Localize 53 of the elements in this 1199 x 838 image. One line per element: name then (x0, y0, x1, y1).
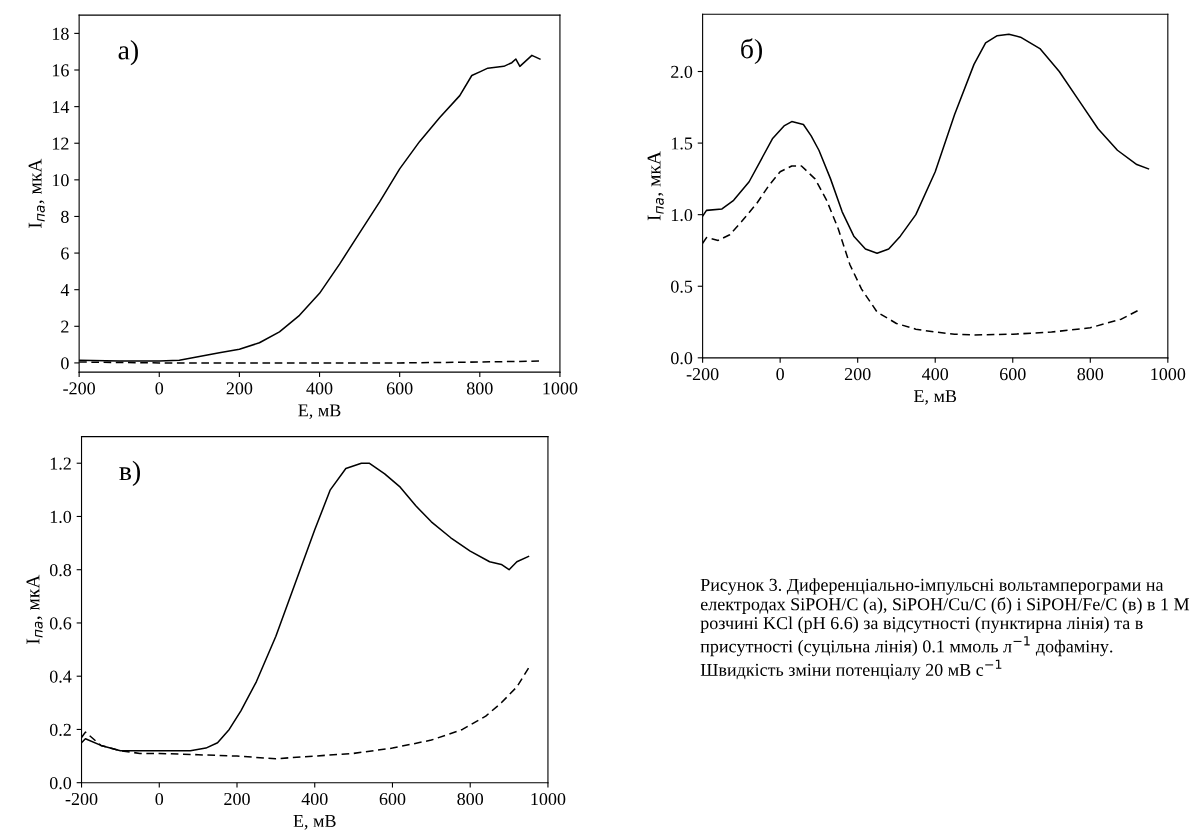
x-tick-label: 0 (776, 368, 784, 381)
y-tick-label: 16 (52, 64, 69, 77)
y-axis-title: I$_{па}$, мкА (28, 158, 45, 228)
y-tick-label: 14 (52, 100, 70, 113)
annotation: в) (119, 460, 140, 487)
x-tick-label: 400 (301, 792, 328, 806)
x-tick-label: -200 (65, 792, 98, 806)
y-tick-label: 18 (52, 27, 69, 40)
y-tick-label: 1.5 (671, 137, 693, 150)
y-tick-label: 0.4 (49, 670, 72, 683)
x-tick-label: 800 (1077, 368, 1104, 381)
y-tick-label: 0.0 (49, 776, 72, 790)
x-tick-label: 1000 (531, 792, 566, 806)
x-axis-title: E, мВ (298, 404, 341, 420)
y-tick-label: 0.0 (671, 352, 693, 365)
y-axis-title: I$_{па}$, мкА (647, 151, 664, 221)
x-tick-label: 600 (999, 368, 1026, 381)
x-tick-label: 600 (386, 382, 413, 395)
y-tick-label: 0 (61, 357, 69, 370)
x-tick-label: 200 (226, 382, 253, 395)
x-tick-label: 400 (922, 368, 949, 381)
y-axis-title: I$_{па}$, мкА (26, 574, 43, 644)
x-tick-label: 400 (306, 382, 333, 395)
y-tick-label: 0.8 (49, 563, 72, 577)
x-tick-label: 1000 (543, 382, 578, 395)
x-axis-title: E, мВ (913, 390, 957, 405)
y-tick-label: 4 (60, 284, 70, 296)
annotation: а) (118, 40, 138, 66)
y-tick-label: 6 (61, 247, 69, 260)
y-tick-label: 2.0 (671, 65, 693, 79)
x-axis-title: E, мВ (293, 815, 336, 830)
y-tick-label: 10 (52, 174, 69, 187)
y-tick-label: 12 (52, 137, 69, 150)
x-tick-label: 800 (466, 382, 493, 395)
x-tick-label: 0 (155, 382, 164, 395)
x-tick-label: 200 (844, 368, 871, 381)
y-tick-label: 1.0 (50, 510, 72, 523)
x-tick-label: 0 (155, 792, 164, 806)
y-tick-label: 8 (61, 210, 69, 223)
y-tick-label: 1.0 (671, 208, 693, 222)
y-tick-label: 0.5 (671, 280, 693, 293)
y-tick-label: 1.2 (50, 457, 71, 470)
text: Рисунок 3. Диференціально-імпульсні вольтамперограми на електродах SiPOH/C (а), SiPOH/Cu/C (б) і SiPOH/Fe/C (в) в 1 М розчині KCl (pH 6.6) за відсутності (пунктирна лінія) та в присутності (суцільна лінія) 0.1 ммоль л$^{−1}$ дофаміну. Швидкість зміни потенціалу 20 мВ с$^{−1}$ (700, 578, 1190, 680)
x-tick-label: -200 (686, 368, 719, 381)
y-tick-label: 0.2 (49, 723, 71, 736)
x-tick-label: -200 (63, 382, 95, 395)
x-tick-label: 1000 (1151, 368, 1186, 381)
x-tick-label: 800 (457, 792, 484, 806)
y-tick-label: 2 (61, 320, 69, 333)
annotation: б) (741, 38, 762, 65)
x-tick-label: 600 (379, 792, 406, 806)
x-tick-label: 200 (224, 792, 250, 806)
y-tick-label: 0.6 (49, 617, 72, 630)
